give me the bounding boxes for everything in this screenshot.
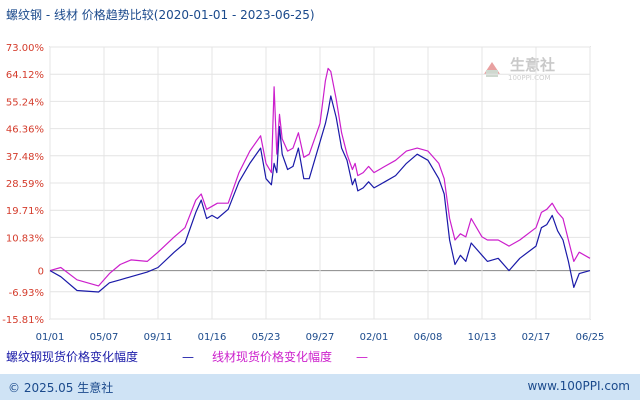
x-tick-label: 05/23 bbox=[252, 332, 281, 343]
x-tick-label: 10/13 bbox=[468, 332, 497, 343]
series-lines bbox=[49, 67, 591, 293]
y-tick-label: 73.00% bbox=[6, 43, 44, 54]
x-tick-label: 02/01 bbox=[360, 332, 389, 343]
x-axis-ticks: 01/01 05/07 09/11 01/16 05/23 09/27 02/01 06/08… bbox=[36, 332, 605, 343]
x-tick-label: 05/07 bbox=[90, 332, 119, 343]
legend-mark-2: — bbox=[356, 350, 368, 364]
x-tick-label: 02/17 bbox=[522, 332, 551, 343]
watermark: 生意社 100PPI.COM bbox=[484, 56, 555, 82]
series-line-1 bbox=[49, 95, 591, 293]
footer-copyright: © 2025.05 生意社 bbox=[8, 381, 114, 395]
y-tick-label: 0 bbox=[38, 267, 44, 278]
x-tick-label: 01/01 bbox=[36, 332, 65, 343]
x-tick-label: 01/16 bbox=[198, 332, 227, 343]
y-tick-label: -15.81% bbox=[2, 315, 44, 326]
x-tick-label: 06/25 bbox=[576, 332, 605, 343]
y-tick-label: 28.59% bbox=[6, 179, 44, 190]
footer-site-link[interactable]: www.100PPI.com bbox=[527, 379, 630, 393]
y-tick-label: 55.24% bbox=[6, 97, 44, 108]
legend: 螺纹钢现货价格变化幅度 — 线材现货价格变化幅度 — bbox=[6, 349, 368, 364]
y-tick-label: 64.12% bbox=[6, 70, 44, 81]
legend-label-1: 螺纹钢现货价格变化幅度 bbox=[6, 349, 138, 364]
series-line-2 bbox=[49, 67, 591, 287]
y-tick-label: 19.71% bbox=[6, 206, 44, 217]
watermark-base-icon bbox=[486, 70, 498, 77]
y-tick-label: 46.36% bbox=[6, 125, 44, 136]
x-tick-label: 06/08 bbox=[414, 332, 443, 343]
y-tick-label: 37.48% bbox=[6, 152, 44, 163]
y-tick-label: 10.83% bbox=[6, 233, 44, 244]
chart-title: 螺纹钢 - 线材 价格趋势比较(2020-01-01 - 2023-06-25) bbox=[6, 8, 315, 22]
watermark-name: 生意社 bbox=[510, 56, 555, 74]
watermark-site: 100PPI.COM bbox=[508, 74, 551, 82]
grid bbox=[49, 46, 591, 320]
x-tick-label: 09/11 bbox=[144, 332, 173, 343]
x-tick-label: 09/27 bbox=[306, 332, 335, 343]
y-axis-ticks: 73.00% 64.12% 55.24% 46.36% 37.48% 28.59% 19.7… bbox=[2, 43, 44, 326]
footer: © 2025.05 生意社 www.100PPI.com bbox=[0, 374, 640, 400]
legend-mark-1: — bbox=[182, 350, 194, 364]
y-tick-label: -6.93% bbox=[9, 288, 44, 299]
legend-label-2: 线材现货价格变化幅度 bbox=[212, 349, 332, 364]
